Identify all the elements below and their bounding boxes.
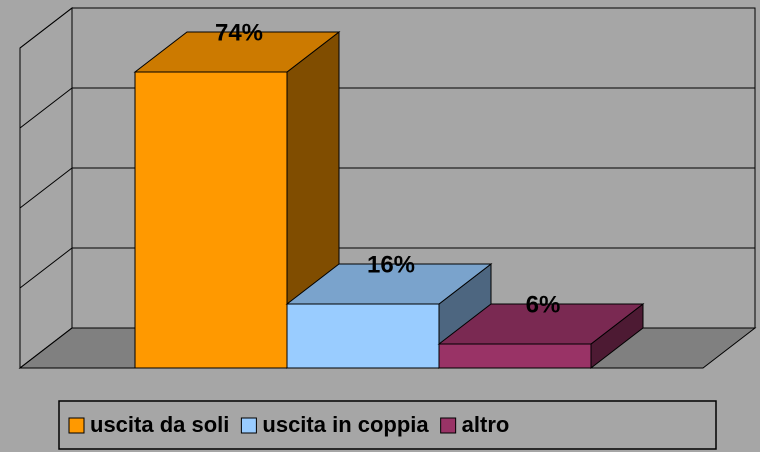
value-label: 16%: [367, 251, 415, 278]
legend: uscita da soli uscita in coppia altro: [68, 412, 510, 437]
bar: [133, 30, 341, 370]
value-label: 6%: [526, 291, 561, 318]
legend-swatch: [68, 417, 85, 434]
legend-label: uscita in coppia: [262, 412, 429, 437]
legend-box: [58, 400, 717, 450]
bar-front: [286, 303, 440, 369]
grid-line: [19, 87, 755, 129]
grid-line: [19, 7, 755, 49]
legend-swatch: [240, 417, 257, 434]
legend-label: altro: [462, 412, 510, 437]
bar-front: [438, 343, 592, 369]
value-label: 74%: [215, 19, 263, 46]
bar: [437, 302, 645, 370]
plot-area: 74% 16% 6%: [18, 6, 757, 370]
legend-label: uscita da soli: [90, 412, 229, 437]
grid-line: [19, 167, 755, 209]
legend-swatch: [440, 417, 457, 434]
bar-front: [134, 71, 288, 369]
grid-line: [19, 247, 755, 289]
